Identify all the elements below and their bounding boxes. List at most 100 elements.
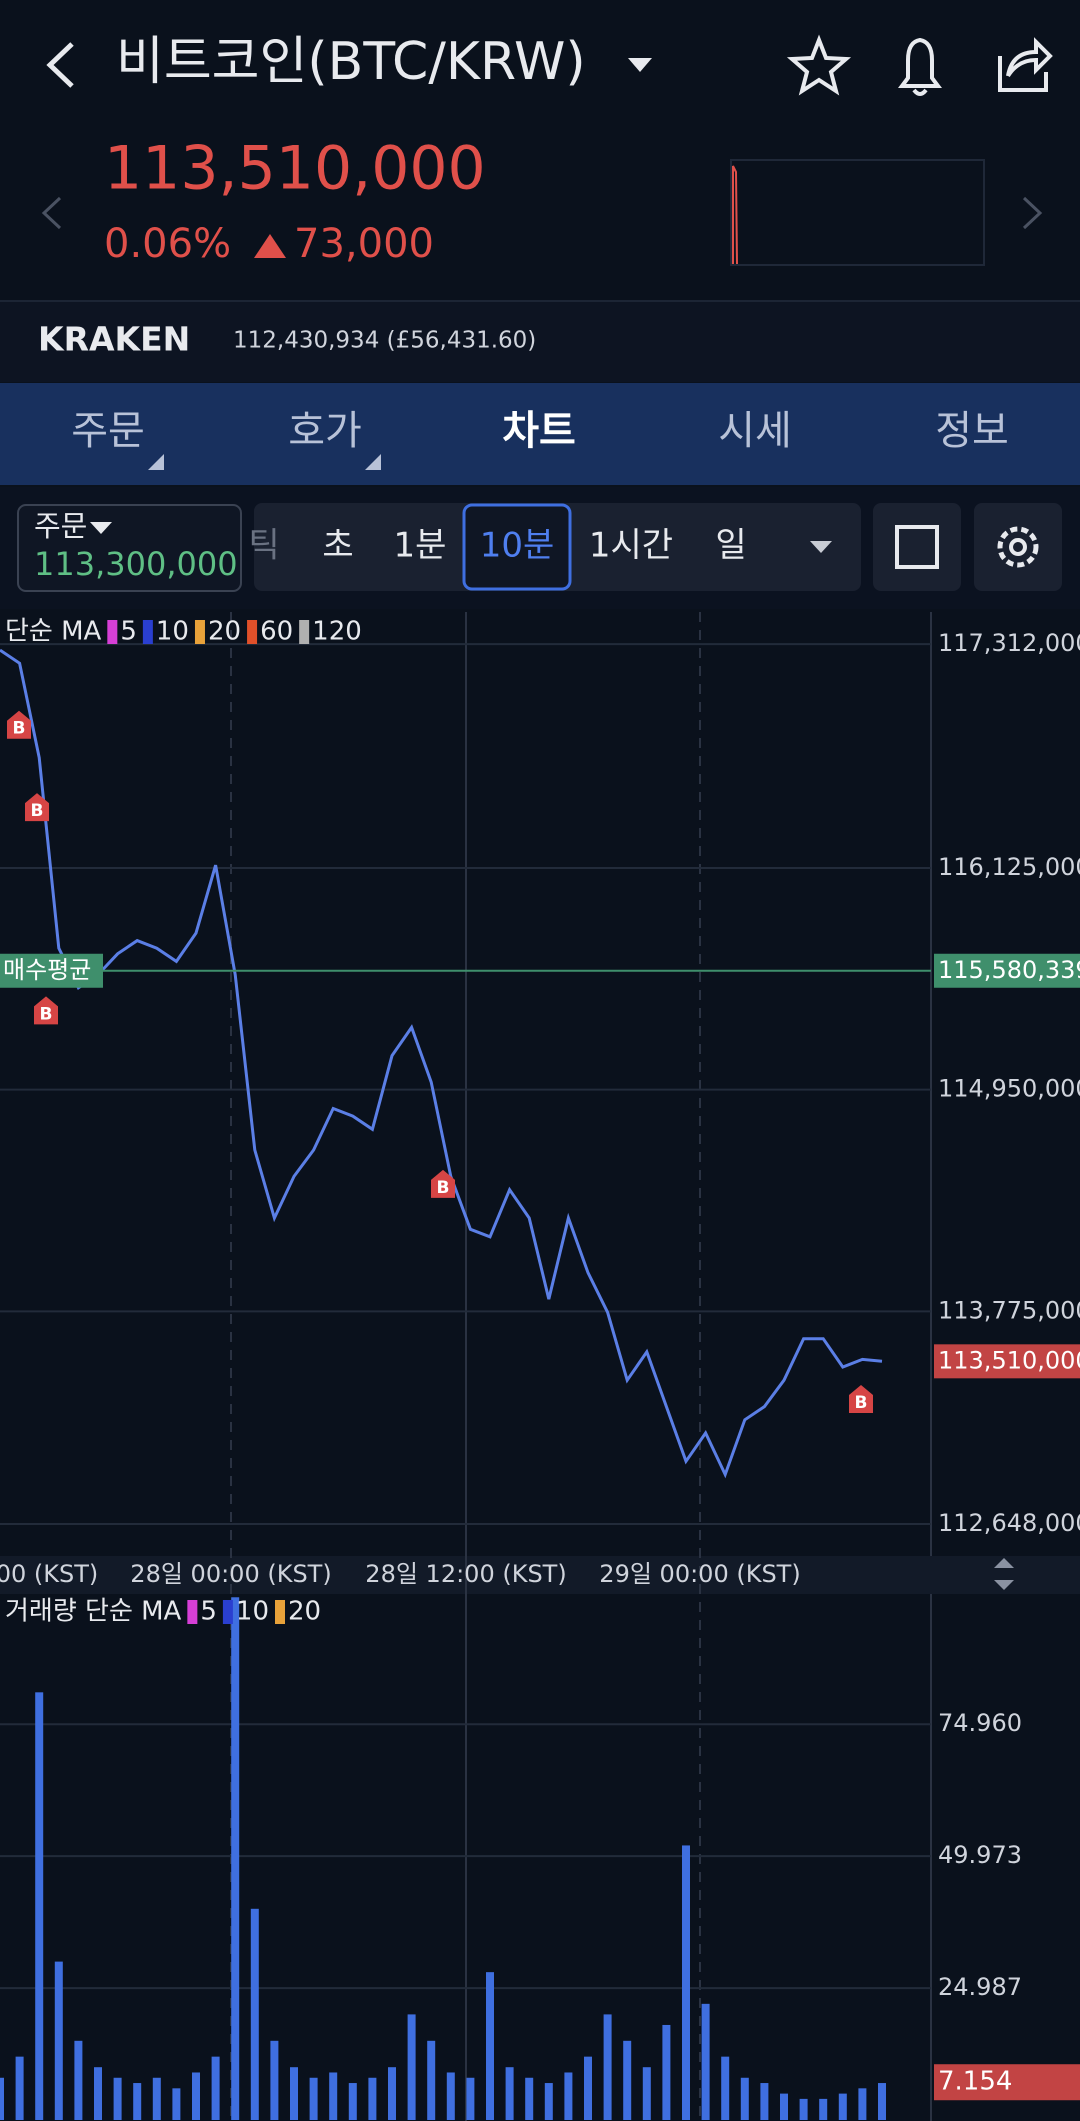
order-box[interactable] [17, 504, 242, 592]
legend-label: 10 [156, 617, 189, 647]
y-tick-label: 49.973 [938, 1841, 1022, 1869]
volume-bar [838, 2093, 847, 2120]
tab[interactable]: 주문 [71, 408, 145, 454]
legend-swatch [247, 620, 258, 644]
buy-marker [849, 1384, 873, 1413]
volume-bar [15, 2056, 24, 2120]
average-label: 115,580,339 [938, 956, 1080, 984]
legend-title: 단순 MA [5, 617, 102, 647]
tab[interactable]: 차트 [502, 408, 576, 454]
next-button[interactable] [1022, 196, 1043, 230]
change-percent: 0.06% [104, 221, 231, 267]
current-tag [934, 2064, 1080, 2101]
change-amount: 73,000 [294, 221, 434, 267]
buy-marker [34, 996, 58, 1025]
buy-marker-label: B [40, 1004, 53, 1024]
back-button[interactable] [46, 42, 74, 88]
resize-handle[interactable] [994, 1558, 1014, 1590]
legend-label: 10 [236, 1597, 269, 1627]
volume-bar [113, 2077, 122, 2120]
volume-bar [780, 2093, 788, 2120]
volume-bar [192, 2072, 200, 2120]
volume-bar [858, 2088, 867, 2120]
y-tick-label: 113,775,000 [938, 1296, 1080, 1324]
buy-marker-label: B [31, 801, 44, 821]
volume-bar [250, 1908, 259, 2120]
volume-bar [544, 2083, 553, 2120]
volume-bar [799, 2098, 808, 2120]
interval[interactable]: 초 [322, 526, 353, 566]
volume-bar [348, 2083, 357, 2120]
legend-title: 거래량 단순 MA [5, 1597, 182, 1627]
interval[interactable]: 1시간 [589, 526, 673, 566]
buy-marker-label: B [855, 1393, 868, 1413]
volume-bar [525, 2077, 534, 2120]
volume-bar [603, 2014, 612, 2120]
title-dropdown[interactable] [628, 58, 652, 72]
settings-button[interactable] [974, 503, 1062, 591]
average-tag [934, 953, 1080, 988]
x-tick-label: 28일 00:00 (KST) [130, 1560, 331, 1588]
volume-bar [74, 2040, 83, 2120]
tab-bar [0, 383, 1080, 485]
volume-bar [270, 2040, 279, 2120]
volume-bar [564, 2072, 573, 2120]
buy-marker-label: B [13, 719, 26, 739]
volume-bar [368, 2077, 377, 2120]
y-tick-label: 116,125,000 [938, 853, 1080, 881]
x-tick-label: 00 (KST) [0, 1560, 98, 1588]
alert-button[interactable] [898, 37, 942, 96]
interval-dropdown[interactable] [810, 541, 832, 553]
volume-bar [662, 2024, 671, 2120]
current-label: 7.154 [938, 2067, 1012, 2097]
volume-bar [309, 2077, 318, 2120]
interval[interactable]: 1분 [394, 526, 447, 566]
favorite-button[interactable] [786, 34, 852, 96]
volume-bar [505, 2067, 514, 2120]
volume-bar [427, 2040, 436, 2120]
volume-bar [329, 2072, 338, 2120]
volume-bar [486, 1972, 494, 2120]
tab[interactable]: 시세 [718, 408, 792, 454]
settings-gear [997, 526, 1039, 568]
y-tick-label: 117,312,000 [938, 629, 1080, 657]
title[interactable]: 비트코인(BTC/KRW) [116, 32, 586, 92]
up-arrow [254, 234, 286, 258]
y-tick-label: 114,950,000 [938, 1075, 1080, 1103]
interval[interactable]: 틱 [248, 526, 279, 566]
legend-swatch [187, 1600, 198, 1624]
average-tag-left [0, 953, 103, 988]
y-tick-label: 112,648,000 [938, 1509, 1080, 1537]
volume-bar [446, 2072, 455, 2120]
exchange-name: KRAKEN [38, 320, 190, 359]
current-label: 113,510,000 [938, 1346, 1080, 1374]
tab[interactable]: 호가 [288, 408, 362, 454]
volume-bar [35, 1692, 44, 2120]
legend-swatch [299, 620, 310, 644]
volume-bar [721, 2056, 730, 2120]
volume-bar [388, 2067, 396, 2120]
time-axis [0, 1556, 1080, 1594]
legend-swatch [222, 1600, 233, 1624]
volume-bar [172, 2088, 181, 2120]
order-dropdown[interactable] [90, 522, 112, 534]
interval-selected [462, 503, 572, 591]
legend-label: 20 [288, 1597, 321, 1627]
current-price: 113,510,000 [104, 134, 486, 204]
volume-bar [623, 2040, 632, 2120]
layout-button[interactable] [873, 503, 961, 591]
legend-label: 60 [260, 617, 293, 647]
y-tick-label: 24.987 [938, 1973, 1022, 2001]
volume-bar [231, 1597, 240, 2120]
tab-corner [365, 454, 381, 470]
x-tick-label: 29일 00:00 (KST) [599, 1560, 800, 1588]
buy-marker [25, 793, 49, 822]
legend-label: 20 [208, 617, 241, 647]
interval[interactable]: 10분 [480, 526, 555, 566]
interval[interactable]: 일 [715, 526, 746, 566]
volume-bar [133, 2083, 142, 2120]
prev-button[interactable] [41, 196, 62, 230]
share-button[interactable] [998, 37, 1053, 92]
tab[interactable]: 정보 [935, 408, 1009, 454]
